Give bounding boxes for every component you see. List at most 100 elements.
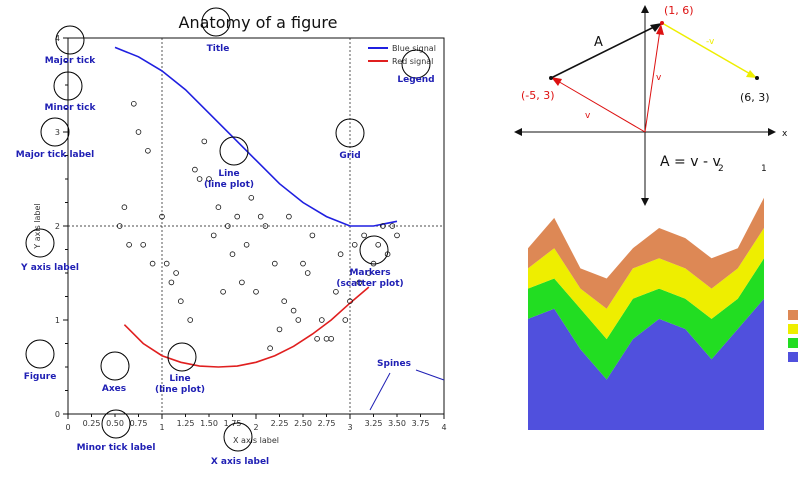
scatter-point <box>375 242 382 248</box>
vector-x-label: x <box>782 129 788 139</box>
x-minor-tick-label: 3.25 <box>365 419 383 428</box>
scatter-point <box>215 204 222 211</box>
area-panel <box>528 197 798 430</box>
point-6-3 <box>755 76 759 80</box>
grid <box>68 38 444 414</box>
scatter-point <box>159 213 165 220</box>
scatter-point <box>257 213 264 220</box>
series-line-1 <box>123 286 370 368</box>
area-layer <box>528 197 764 430</box>
scatter-point <box>361 232 367 239</box>
line-ring <box>219 136 249 166</box>
annot-markers: Markers (scatter plot) <box>336 268 403 289</box>
scatter-point <box>234 213 241 220</box>
scatter-point <box>206 176 212 182</box>
area-series-2 <box>528 228 764 340</box>
y-major-tick-label: 1 <box>55 316 60 325</box>
scatter-point <box>210 232 217 239</box>
x-major-tick-label: 4 <box>441 423 446 432</box>
annot-figure: Figure <box>24 372 57 382</box>
vector-neg-v1 <box>661 22 753 76</box>
scatter-point <box>178 298 184 305</box>
x-minor-tick-label: 0.75 <box>130 419 148 428</box>
markers-ring <box>359 235 389 265</box>
scatter-point <box>262 223 269 229</box>
point-minus5-3-label: (-5, 3) <box>521 89 555 102</box>
y-label-ring <box>25 228 55 258</box>
scatter-point <box>304 270 311 276</box>
area-legend <box>788 310 798 362</box>
figure-ring <box>25 339 55 369</box>
x-label-ring <box>223 422 253 452</box>
vector-panel: x A v v -v (1, 6) (-5, 3) (6, 3) A = v -… <box>514 4 788 206</box>
scatter-point <box>126 242 132 248</box>
point-6-3-label: (6, 3) <box>740 91 770 104</box>
x-minor-tick-label: 1.75 <box>224 419 242 428</box>
scatter-point <box>145 148 151 154</box>
y-major-tick-label: 0 <box>55 410 60 419</box>
scatter-point <box>201 138 208 145</box>
annot-x-axis-label: X axis label <box>211 457 269 467</box>
scatter-point <box>347 298 353 305</box>
scatter-point <box>281 298 288 305</box>
annot-minor-tick: Minor tick <box>45 103 97 113</box>
x-minor-tick-label: 1.50 <box>200 419 218 428</box>
x-major-tick-label: 0 <box>65 423 70 432</box>
x-minor-tick-label: 3.50 <box>388 419 406 428</box>
eq-sub-1: 1 <box>761 164 767 174</box>
point-1-6 <box>660 21 664 25</box>
scatter-point <box>314 335 320 342</box>
x-minor-tick-label: 2.75 <box>318 419 336 428</box>
ticks: 0 1 2 3 4 0.25 0.50 0.75 1.25 1.50 1.75 2.25 2.50 2.7… <box>55 34 447 432</box>
vector-y-arrow-up <box>641 5 649 13</box>
scatter-point <box>271 260 278 267</box>
point-minus5-3 <box>549 76 553 80</box>
scatter-point <box>168 279 175 286</box>
scatter-point <box>140 242 147 248</box>
scatter-point <box>351 242 358 248</box>
x-major-tick-label: 2 <box>253 423 258 432</box>
x-minor-tick-label: 0.50 <box>106 419 124 428</box>
vector-v2-label: v <box>656 73 662 83</box>
x-major-tick-label: 3 <box>347 423 352 432</box>
spines-arrow-1 <box>369 372 391 411</box>
annot-minor-tick-label: Minor tick label <box>77 443 156 453</box>
chart-title: Anatomy of a figure <box>179 13 338 32</box>
y-major-tick-label: 2 <box>55 222 60 231</box>
y-major-tick-label: 4 <box>55 34 60 43</box>
annot-axes: Axes <box>102 384 126 394</box>
scatter-point <box>225 223 231 229</box>
scatter-layer <box>116 101 400 352</box>
scatter-point <box>276 326 283 333</box>
title-ring <box>201 7 231 37</box>
x-minor-tick-label: 2.50 <box>294 419 312 428</box>
vector-equation: A = v - v <box>660 154 721 170</box>
area-legend-swatch-4 <box>788 310 798 320</box>
annot-major-tick: Major tick <box>45 56 97 66</box>
line2-ring <box>167 342 197 372</box>
x-major-tick-label: 1 <box>159 423 164 432</box>
scatter-point <box>135 129 142 135</box>
anatomy-panel: Anatomy of a figure 0 1 2 3 4 0.25 0.50 0.75 1.2… <box>16 7 447 467</box>
annot-spines: Spines <box>377 359 411 369</box>
major-tick-label-ring <box>40 117 70 147</box>
annot-y-axis-label: Y axis label <box>20 263 79 273</box>
scatter-point <box>380 223 386 229</box>
scatter-point <box>342 317 349 323</box>
area-legend-swatch-3 <box>788 324 798 334</box>
eq-sub-2: 2 <box>718 164 724 174</box>
scatter-point <box>116 223 123 229</box>
vector-A <box>550 25 657 79</box>
scatter-point <box>173 270 179 276</box>
scatter-point <box>267 345 273 352</box>
scatter-point <box>187 317 194 323</box>
scatter-point <box>286 213 292 220</box>
scatter-point <box>333 288 339 295</box>
scatter-point <box>365 270 372 276</box>
vector-v1 <box>555 79 646 133</box>
minor-tick-ring <box>53 71 83 101</box>
scatter-point <box>229 251 236 258</box>
vector-neg-v1-label: -v <box>706 37 715 47</box>
area-series-1 <box>528 258 764 380</box>
